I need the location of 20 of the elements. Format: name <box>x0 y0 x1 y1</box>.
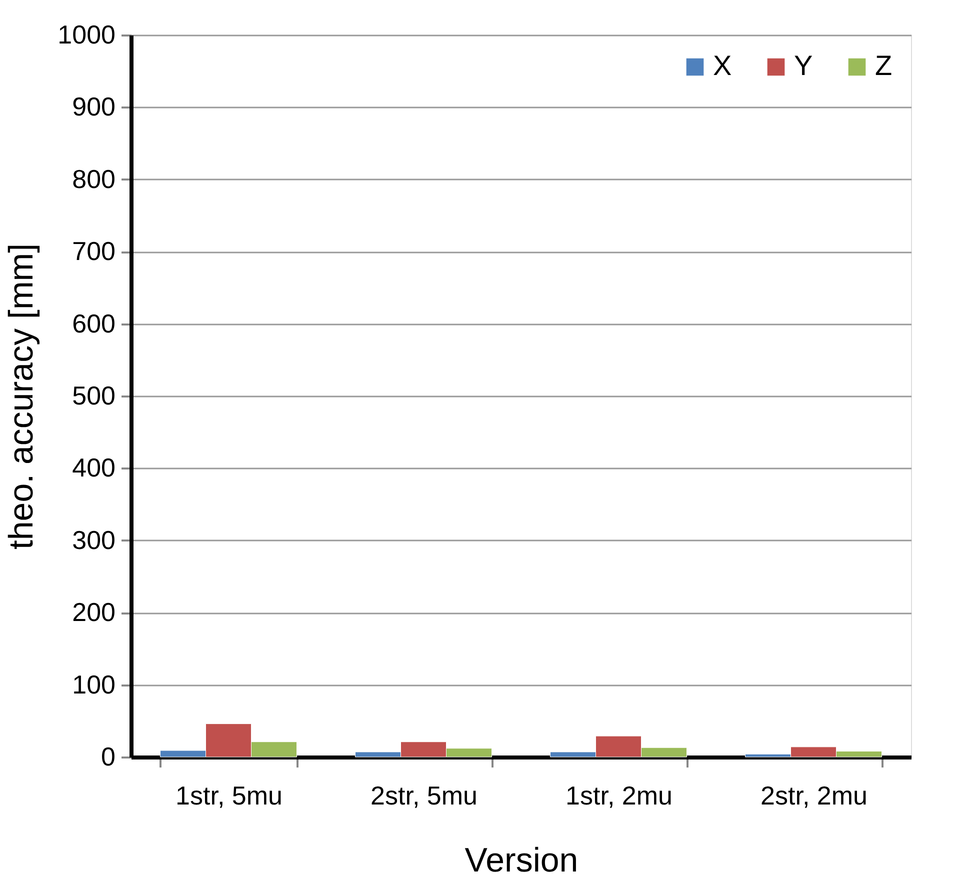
x-tick-label: 2str, 5mu <box>370 780 478 810</box>
y-tick-label: 0 <box>101 742 116 772</box>
y-axis-title: theo. accuracy [mm] <box>2 243 41 550</box>
y-tick-label: 1000 <box>58 20 116 50</box>
legend-label: Y <box>794 50 813 81</box>
y-tick-label: 500 <box>72 380 116 410</box>
x-tick-label: 2str, 2mu <box>760 780 868 810</box>
y-tick-label: 200 <box>72 597 116 628</box>
legend-label: Z <box>875 50 892 81</box>
x-axis-title: Version <box>464 842 578 880</box>
x-tick-label: 1str, 5mu <box>176 780 282 810</box>
y-tick-label: 900 <box>72 92 116 122</box>
y-tick-label: 700 <box>72 236 116 266</box>
y-tick-label: 800 <box>72 164 116 194</box>
y-tick-label: 600 <box>72 308 116 338</box>
y-tick-label: 400 <box>72 452 116 483</box>
legend-label: X <box>713 50 732 81</box>
y-tick-label: 300 <box>72 524 116 555</box>
y-tick-label: 100 <box>72 669 116 700</box>
x-tick-label: 1str, 2mu <box>566 780 672 810</box>
